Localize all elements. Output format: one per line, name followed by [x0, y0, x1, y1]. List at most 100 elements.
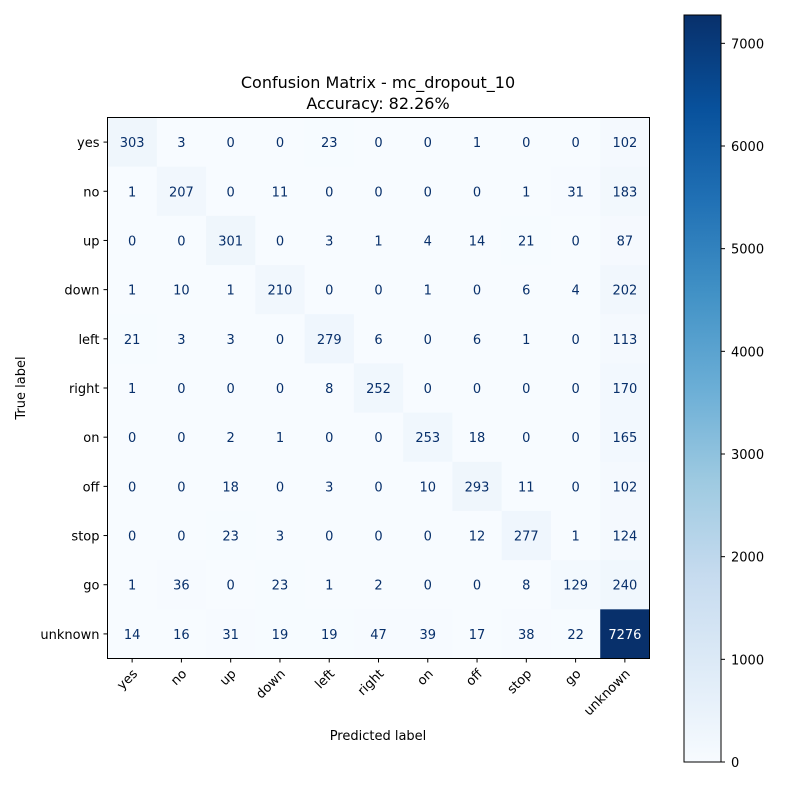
- heatmap-cell: [452, 265, 503, 315]
- cell-value: 0: [571, 234, 579, 249]
- cell-value: 102: [612, 136, 637, 151]
- cell-value: 0: [424, 136, 432, 151]
- cell-value: 0: [325, 284, 333, 299]
- heatmap-cell: [550, 461, 601, 512]
- y-tick-label: up: [83, 234, 100, 249]
- heatmap-cell: [353, 215, 404, 266]
- heatmap-cell: [107, 117, 158, 168]
- y-tick-label: off: [83, 480, 101, 495]
- heatmap-cell: [353, 265, 404, 315]
- heatmap-cell: [206, 215, 256, 266]
- heatmap-cell: [107, 510, 158, 561]
- heatmap-cell: [452, 461, 503, 512]
- heatmap-cell: [600, 265, 650, 315]
- heatmap-cell: [206, 265, 256, 315]
- cell-value: 10: [173, 284, 190, 299]
- x-tick-label: off: [463, 666, 486, 689]
- cell-value: 1: [128, 185, 136, 200]
- heatmap-cell: [107, 412, 158, 463]
- cell-value: 0: [571, 136, 579, 151]
- cell-value: 2: [374, 579, 382, 594]
- y-tick-label: no: [83, 185, 99, 200]
- heatmap-cell: [550, 117, 601, 168]
- heatmap-cell: [255, 609, 306, 659]
- cell-value: 183: [612, 185, 637, 200]
- cell-value: 202: [612, 284, 637, 299]
- heatmap-cell: [156, 363, 207, 414]
- heatmap-cell: [255, 215, 306, 266]
- cell-value: 0: [177, 234, 185, 249]
- heatmap-cell: [452, 363, 503, 414]
- heatmap-cell: [550, 510, 601, 561]
- heatmap-cell: [501, 461, 552, 512]
- cell-value: 0: [571, 480, 579, 495]
- heatmap-cell: [501, 117, 552, 168]
- heatmap-cell: [353, 609, 404, 659]
- cell-value: 0: [374, 136, 382, 151]
- x-tick-label: unknown: [581, 667, 633, 719]
- cell-value: 1: [374, 234, 382, 249]
- heatmap-cell: [600, 215, 650, 266]
- cell-value: 0: [424, 530, 432, 545]
- cell-value: 3: [325, 234, 333, 249]
- heatmap-cell: [353, 510, 404, 561]
- cell-value: 6: [522, 284, 530, 299]
- heatmap-cell: [304, 363, 355, 414]
- heatmap-cell: [550, 560, 601, 610]
- heatmap-cell: [501, 265, 552, 315]
- x-axis-label: Predicted label: [330, 729, 427, 744]
- cell-value: 8: [522, 579, 530, 594]
- x-tick-label: yes: [114, 667, 141, 694]
- heatmap-cell: [600, 510, 650, 561]
- cell-value: 11: [272, 185, 289, 200]
- heatmap-cell: [353, 412, 404, 463]
- heatmap-cell: [156, 609, 207, 659]
- cell-value: 31: [567, 185, 584, 200]
- cell-value: 1: [473, 136, 481, 151]
- cell-value: 0: [128, 530, 136, 545]
- heatmap-cell: [452, 609, 503, 659]
- cell-value: 0: [325, 431, 333, 446]
- cell-value: 0: [571, 431, 579, 446]
- heatmap-cell: [600, 412, 650, 463]
- cell-value: 3: [227, 333, 235, 348]
- cell-value: 129: [563, 579, 588, 594]
- y-axis-ticks: yes no up down left right on off stop go unknown: [40, 136, 108, 643]
- cell-value: 102: [612, 480, 637, 495]
- heatmap-cell: [156, 215, 207, 266]
- heatmap-cell: [403, 461, 453, 512]
- heatmap-cell: [501, 215, 552, 266]
- heatmap-cell: [501, 314, 552, 364]
- cell-value: 17: [469, 628, 486, 643]
- cell-value: 0: [424, 333, 432, 348]
- heatmap-cell: [304, 412, 355, 463]
- cell-value: 10: [419, 480, 436, 495]
- cell-value: 1: [276, 431, 284, 446]
- cell-value: 0: [522, 382, 530, 397]
- heatmap-cell: [255, 166, 306, 217]
- heatmap-cell: [452, 510, 503, 561]
- heatmap-cell: [353, 560, 404, 610]
- heatmap-cell: [403, 117, 453, 168]
- cell-value: 3: [177, 333, 185, 348]
- cell-value: 0: [177, 530, 185, 545]
- cell-value: 2: [227, 431, 235, 446]
- heatmap-cell: [206, 560, 256, 610]
- cell-value: 0: [473, 185, 481, 200]
- heatmap-cell: [156, 117, 207, 168]
- cell-value: 8: [325, 382, 333, 397]
- heatmap-cell: [353, 363, 404, 414]
- heatmap-cell: [353, 314, 404, 364]
- heatmap-cell: [255, 412, 306, 463]
- heatmap-cell: [255, 117, 306, 168]
- cell-value: 0: [325, 185, 333, 200]
- heatmap-cell: [304, 265, 355, 315]
- cell-value: 0: [522, 136, 530, 151]
- cell-value: 3: [177, 136, 185, 151]
- cell-value: 1: [227, 284, 235, 299]
- heatmap-cell: [600, 166, 650, 217]
- cell-value: 19: [321, 628, 338, 643]
- heatmap-cell: [107, 215, 158, 266]
- heatmap-cell: [255, 363, 306, 414]
